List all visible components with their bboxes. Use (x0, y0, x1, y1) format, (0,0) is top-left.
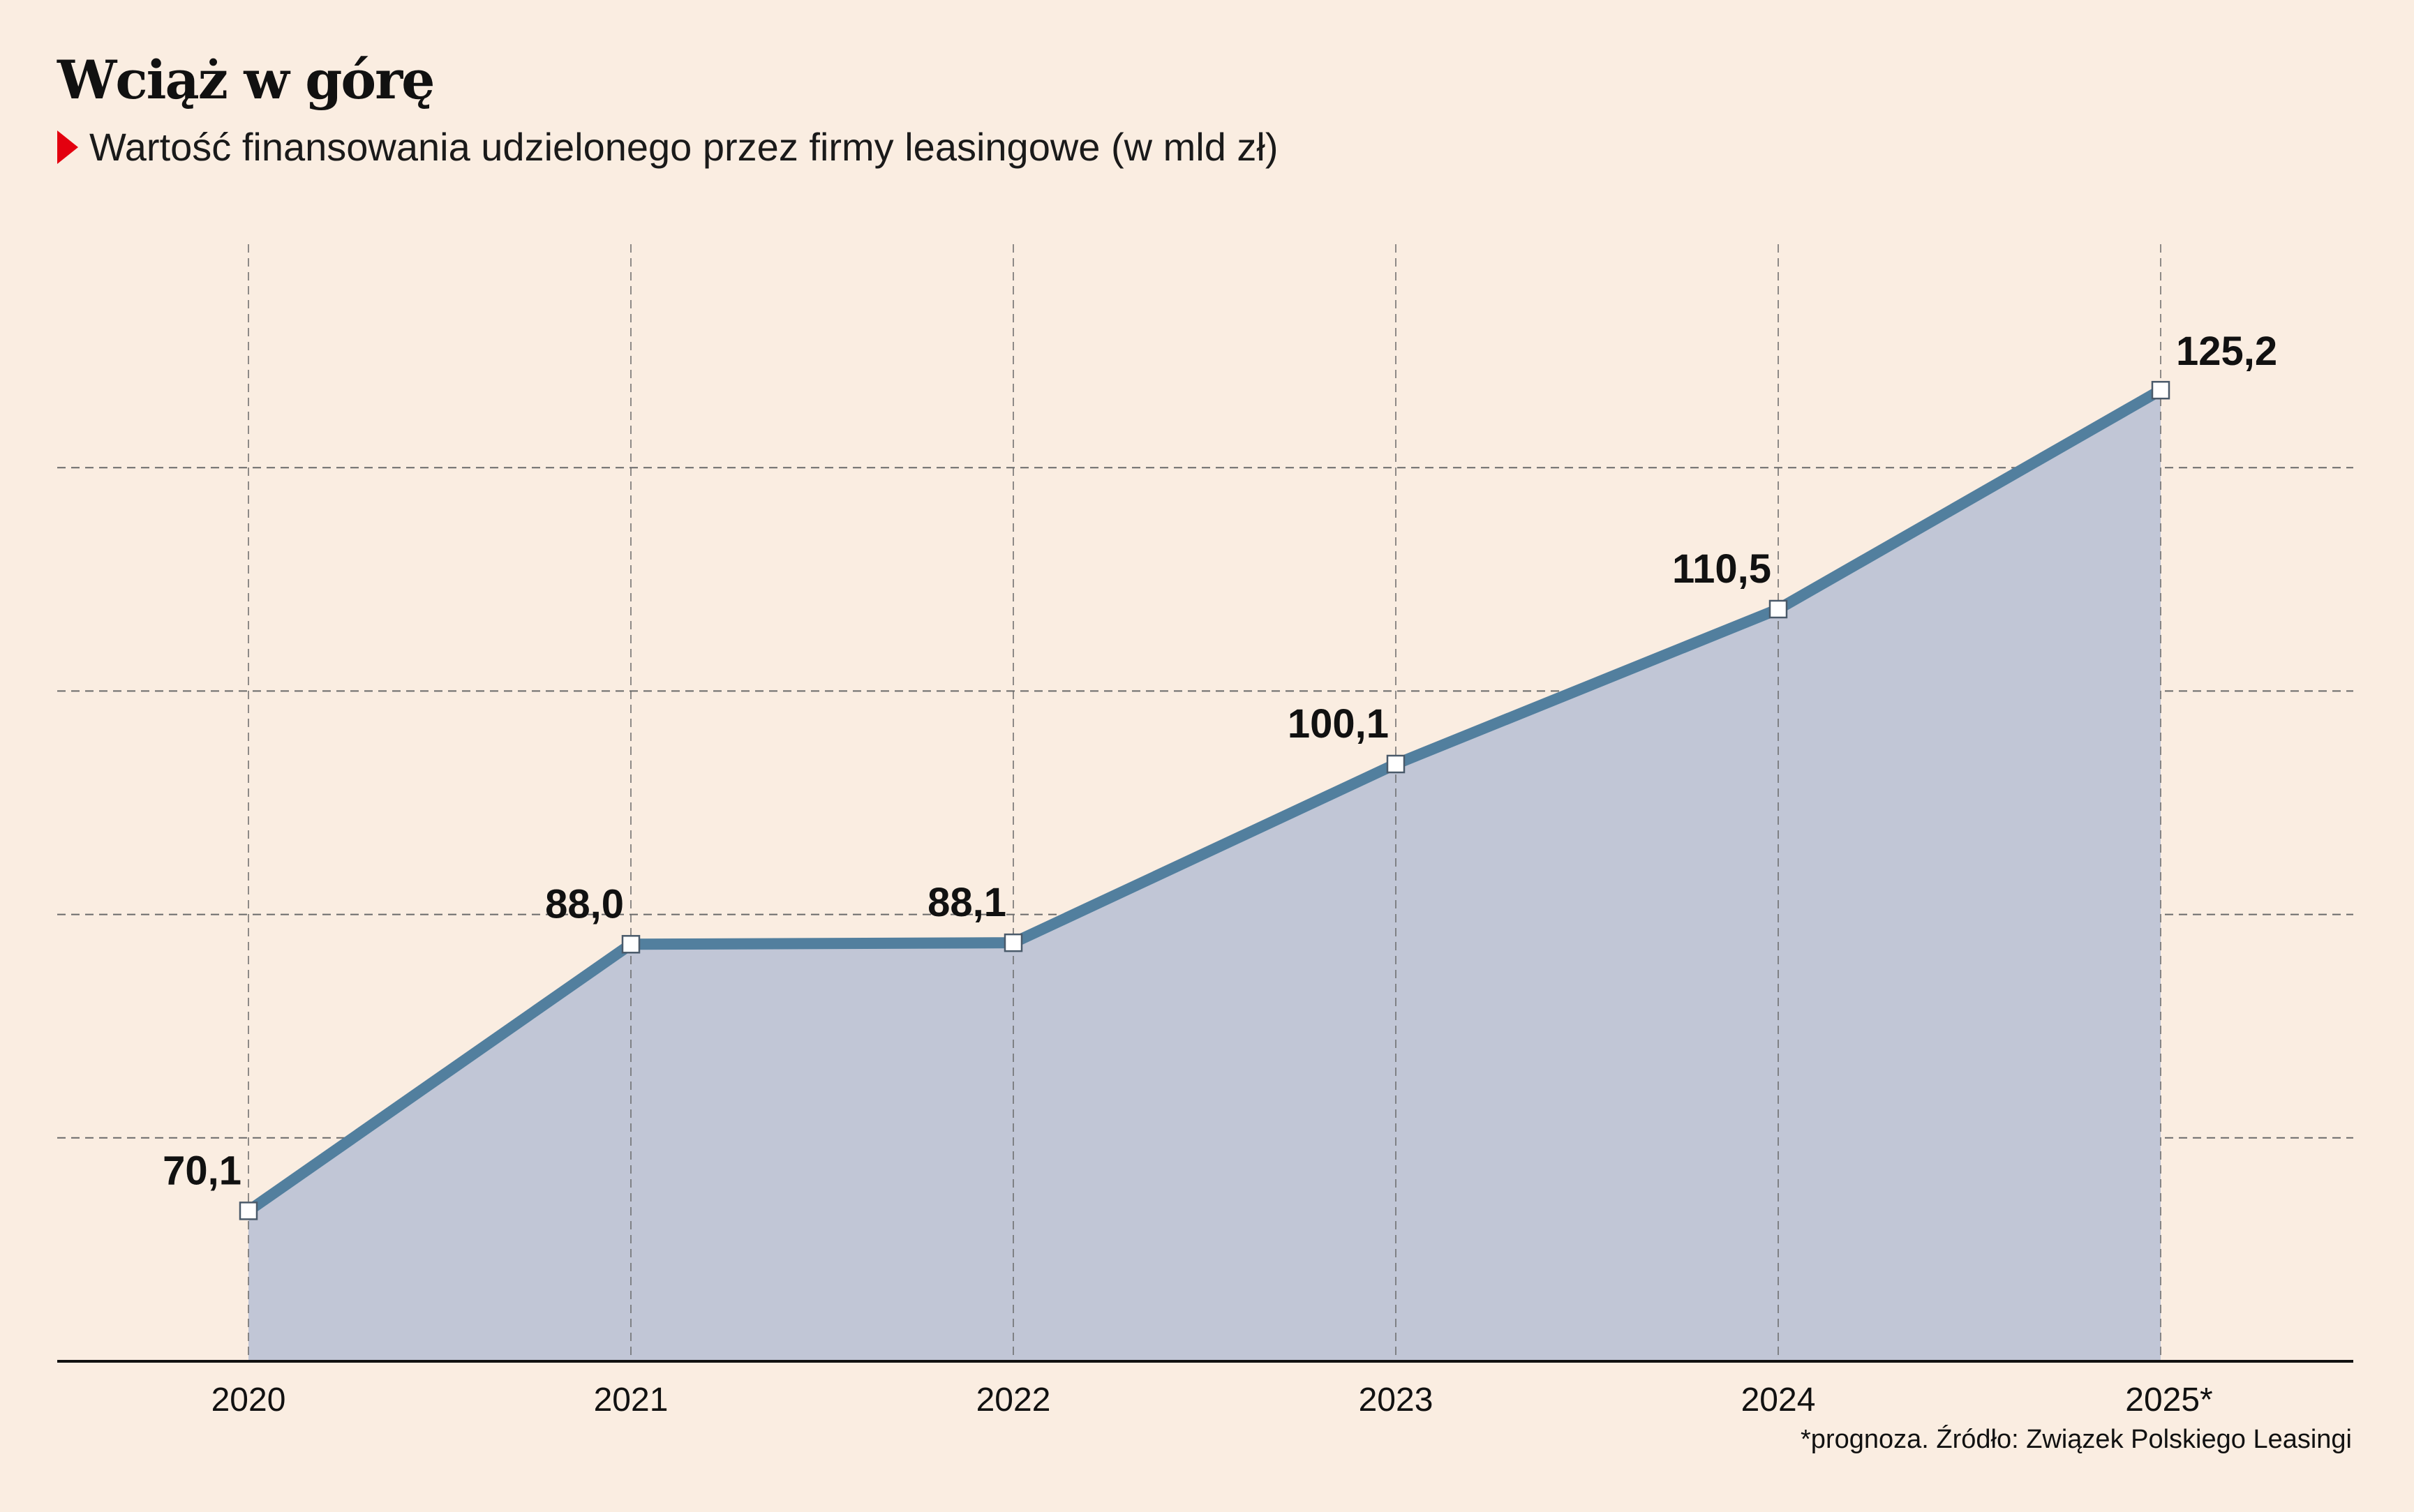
source-note: *prognoza. Źródło: Związek Polskiego Lea… (1801, 1425, 2352, 1454)
data-point-marker (1768, 599, 1788, 619)
data-point-marker (621, 935, 641, 954)
x-tick-label: 2022 (976, 1382, 1051, 1419)
x-tick-label: 2020 (211, 1382, 286, 1419)
data-label: 100,1 (1288, 701, 1389, 747)
area-fill (248, 390, 2161, 1362)
data-point-markers (239, 380, 2170, 1220)
chart-title: Wciąż w górę (57, 49, 435, 111)
data-point-marker (1386, 754, 1406, 774)
vertical-gridlines (248, 244, 2161, 1361)
data-point-marker (2151, 380, 2170, 400)
data-labels: 70,1 88,0 88,1 100,1 110,5 125,2 (163, 329, 2277, 1193)
data-label: 88,0 (545, 881, 624, 927)
red-arrow-icon (57, 130, 78, 164)
chart-subtitle: Wartość finansowania udzielonego przez f… (57, 124, 1279, 170)
data-label: 110,5 (1672, 546, 1771, 592)
subtitle-text: Wartość finansowania udzielonego przez f… (89, 125, 1279, 169)
x-tick-label: 2021 (594, 1382, 669, 1419)
data-label: 88,1 (927, 880, 1006, 925)
series-line (245, 385, 2163, 1215)
data-point-marker (239, 1202, 258, 1220)
x-tick-label: 2023 (1359, 1382, 1433, 1419)
data-label: 125,2 (2176, 329, 2277, 374)
data-point-marker (1004, 933, 1023, 952)
x-tick-labels: 2020 2021 2022 2023 2024 2025* (211, 1382, 2213, 1419)
data-label: 70,1 (163, 1148, 241, 1193)
x-tick-label: 2024 (1741, 1382, 1816, 1419)
x-tick-label: 2025* (2125, 1382, 2212, 1419)
